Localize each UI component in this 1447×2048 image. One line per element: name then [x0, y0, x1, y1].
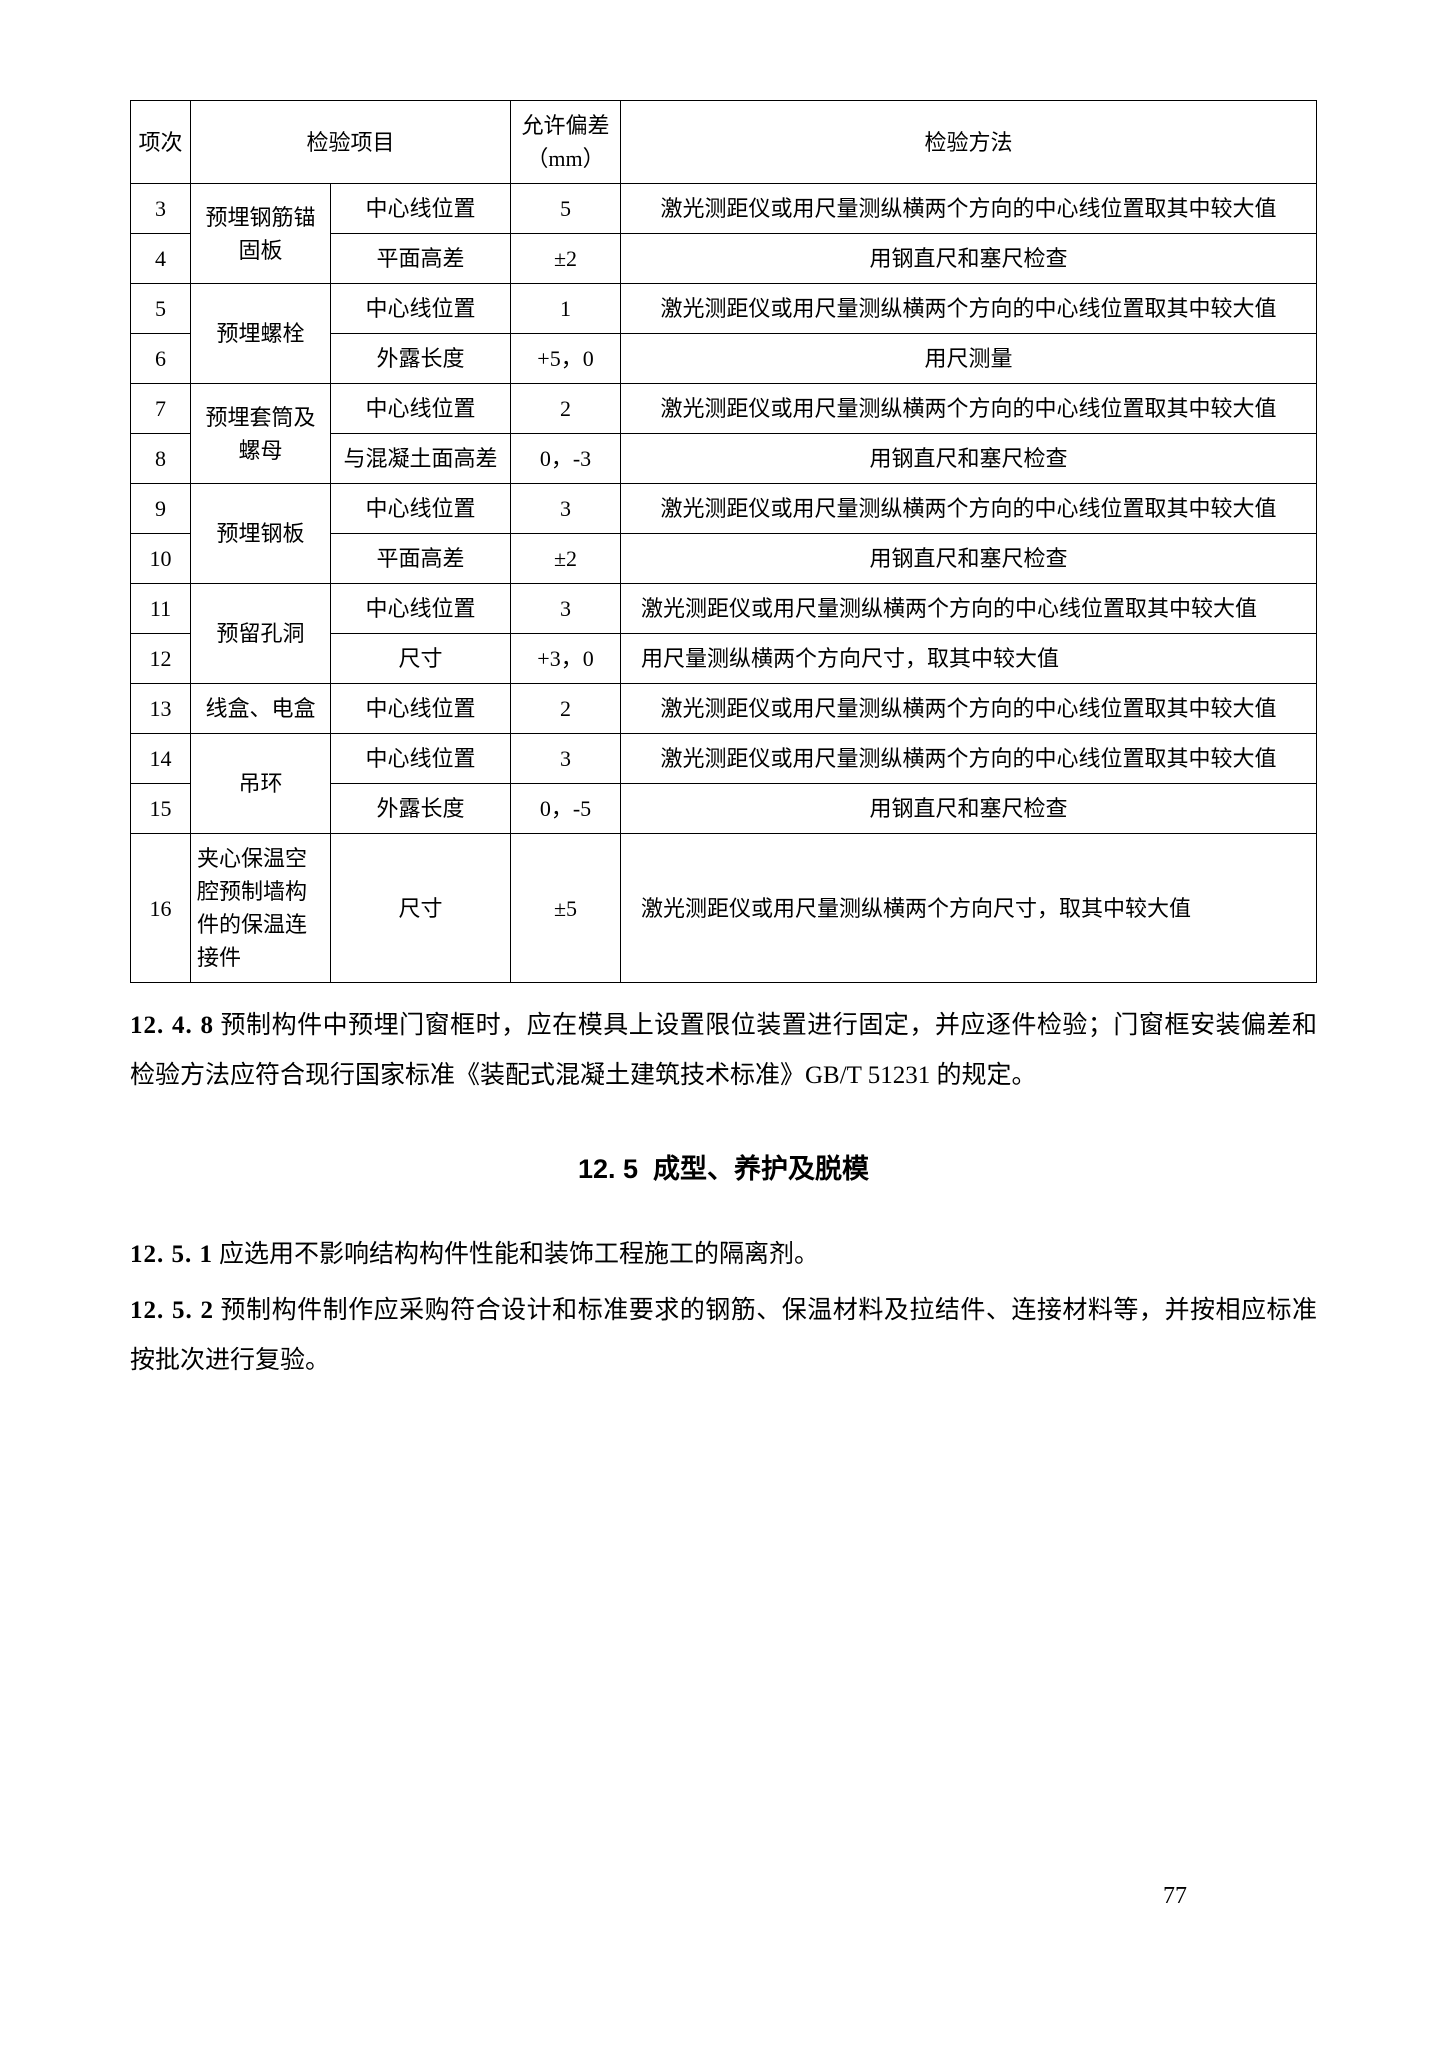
cell-no: 8 [131, 434, 191, 484]
para-number: 12. 5. 2 [130, 1297, 214, 1324]
para-number: 12. 4. 8 [130, 1012, 214, 1039]
cell-item: 尺寸 [331, 834, 511, 983]
header-no: 项次 [131, 101, 191, 184]
cell-tolerance: ±2 [511, 534, 621, 584]
paragraph-12-4-8: 12. 4. 8预制构件中预埋门窗框时，应在模具上设置限位装置进行固定，并应逐件… [130, 1001, 1317, 1101]
cell-tolerance: 2 [511, 684, 621, 734]
table-header-row: 项次 检验项目 允许偏差 （mm） 检验方法 [131, 101, 1317, 184]
para-number: 12. 5. 1 [130, 1241, 213, 1268]
cell-no: 3 [131, 184, 191, 234]
cell-tolerance: 3 [511, 584, 621, 634]
cell-method: 激光测距仪或用尺量测纵横两个方向的中心线位置取其中较大值 [621, 384, 1317, 434]
cell-item: 中心线位置 [331, 284, 511, 334]
cell-method: 激光测距仪或用尺量测纵横两个方向的中心线位置取其中较大值 [621, 484, 1317, 534]
cell-method: 激光测距仪或用尺量测纵横两个方向的中心线位置取其中较大值 [621, 584, 1317, 634]
cell-method: 用尺量测纵横两个方向尺寸，取其中较大值 [621, 634, 1317, 684]
cell-method: 用钢直尺和塞尺检查 [621, 434, 1317, 484]
cell-no: 6 [131, 334, 191, 384]
cell-category: 预埋套筒及螺母 [191, 384, 331, 484]
cell-no: 16 [131, 834, 191, 983]
cell-category: 预埋钢筋锚固板 [191, 184, 331, 284]
cell-method: 用钢直尺和塞尺检查 [621, 234, 1317, 284]
cell-category: 线盒、电盒 [191, 684, 331, 734]
cell-method: 激光测距仪或用尺量测纵横两个方向的中心线位置取其中较大值 [621, 734, 1317, 784]
cell-method: 用尺测量 [621, 334, 1317, 384]
cell-no: 14 [131, 734, 191, 784]
cell-category: 预埋螺栓 [191, 284, 331, 384]
cell-method: 激光测距仪或用尺量测纵横两个方向的中心线位置取其中较大值 [621, 684, 1317, 734]
cell-no: 11 [131, 584, 191, 634]
table-row: 14吊环中心线位置3激光测距仪或用尺量测纵横两个方向的中心线位置取其中较大值 [131, 734, 1317, 784]
page-number: 77 [1163, 1875, 1187, 1918]
cell-category: 预留孔洞 [191, 584, 331, 684]
cell-item: 中心线位置 [331, 184, 511, 234]
cell-tolerance: 3 [511, 484, 621, 534]
cell-category: 吊环 [191, 734, 331, 834]
para-text: 预制构件中预埋门窗框时，应在模具上设置限位装置进行固定，并应逐件检验；门窗框安装… [130, 1012, 1317, 1089]
cell-no: 12 [131, 634, 191, 684]
cell-item: 平面高差 [331, 234, 511, 284]
cell-tolerance: +3，0 [511, 634, 621, 684]
cell-item: 中心线位置 [331, 484, 511, 534]
cell-category: 夹心保温空腔预制墙构件的保温连接件 [191, 834, 331, 983]
cell-method: 用钢直尺和塞尺检查 [621, 784, 1317, 834]
heading-text: 成型、养护及脱模 [653, 1154, 869, 1184]
heading-number: 12. 5 [578, 1154, 638, 1184]
cell-item: 中心线位置 [331, 734, 511, 784]
cell-no: 15 [131, 784, 191, 834]
cell-item: 尺寸 [331, 634, 511, 684]
cell-tolerance: ±2 [511, 234, 621, 284]
cell-no: 5 [131, 284, 191, 334]
cell-item: 中心线位置 [331, 684, 511, 734]
section-heading-12-5: 12. 5 成型、养护及脱模 [130, 1145, 1317, 1194]
cell-method: 激光测距仪或用尺量测纵横两个方向尺寸，取其中较大值 [621, 834, 1317, 983]
table-row: 13线盒、电盒中心线位置2激光测距仪或用尺量测纵横两个方向的中心线位置取其中较大… [131, 684, 1317, 734]
cell-tolerance: 3 [511, 734, 621, 784]
cell-item: 外露长度 [331, 784, 511, 834]
cell-item: 中心线位置 [331, 384, 511, 434]
header-method: 检验方法 [621, 101, 1317, 184]
table-row: 7预埋套筒及螺母中心线位置2激光测距仪或用尺量测纵横两个方向的中心线位置取其中较… [131, 384, 1317, 434]
cell-tolerance: 0，-5 [511, 784, 621, 834]
cell-tolerance: 0，-3 [511, 434, 621, 484]
cell-tolerance: ±5 [511, 834, 621, 983]
header-item: 检验项目 [191, 101, 511, 184]
inspection-table: 项次 检验项目 允许偏差 （mm） 检验方法 3预埋钢筋锚固板中心线位置5激光测… [130, 100, 1317, 983]
cell-method: 激光测距仪或用尺量测纵横两个方向的中心线位置取其中较大值 [621, 284, 1317, 334]
cell-no: 9 [131, 484, 191, 534]
table-row: 16夹心保温空腔预制墙构件的保温连接件尺寸±5激光测距仪或用尺量测纵横两个方向尺… [131, 834, 1317, 983]
cell-method: 用钢直尺和塞尺检查 [621, 534, 1317, 584]
cell-item: 与混凝土面高差 [331, 434, 511, 484]
cell-item: 中心线位置 [331, 584, 511, 634]
cell-tolerance: 5 [511, 184, 621, 234]
para-text: 应选用不影响结构构件性能和装饰工程施工的隔离剂。 [219, 1241, 819, 1268]
table-row: 9预埋钢板中心线位置3激光测距仪或用尺量测纵横两个方向的中心线位置取其中较大值 [131, 484, 1317, 534]
cell-item: 外露长度 [331, 334, 511, 384]
table-row: 5预埋螺栓中心线位置1激光测距仪或用尺量测纵横两个方向的中心线位置取其中较大值 [131, 284, 1317, 334]
header-tolerance: 允许偏差 （mm） [511, 101, 621, 184]
table-row: 11预留孔洞中心线位置3激光测距仪或用尺量测纵横两个方向的中心线位置取其中较大值 [131, 584, 1317, 634]
cell-tolerance: 1 [511, 284, 621, 334]
cell-item: 平面高差 [331, 534, 511, 584]
table-row: 3预埋钢筋锚固板中心线位置5激光测距仪或用尺量测纵横两个方向的中心线位置取其中较… [131, 184, 1317, 234]
cell-method: 激光测距仪或用尺量测纵横两个方向的中心线位置取其中较大值 [621, 184, 1317, 234]
cell-no: 4 [131, 234, 191, 284]
cell-no: 7 [131, 384, 191, 434]
cell-no: 10 [131, 534, 191, 584]
cell-no: 13 [131, 684, 191, 734]
cell-tolerance: 2 [511, 384, 621, 434]
cell-category: 预埋钢板 [191, 484, 331, 584]
para-text: 预制构件制作应采购符合设计和标准要求的钢筋、保温材料及拉结件、连接材料等，并按相… [130, 1297, 1317, 1374]
paragraph-12-5-1: 12. 5. 1应选用不影响结构构件性能和装饰工程施工的隔离剂。 [130, 1230, 1317, 1280]
cell-tolerance: +5，0 [511, 334, 621, 384]
paragraph-12-5-2: 12. 5. 2预制构件制作应采购符合设计和标准要求的钢筋、保温材料及拉结件、连… [130, 1286, 1317, 1386]
